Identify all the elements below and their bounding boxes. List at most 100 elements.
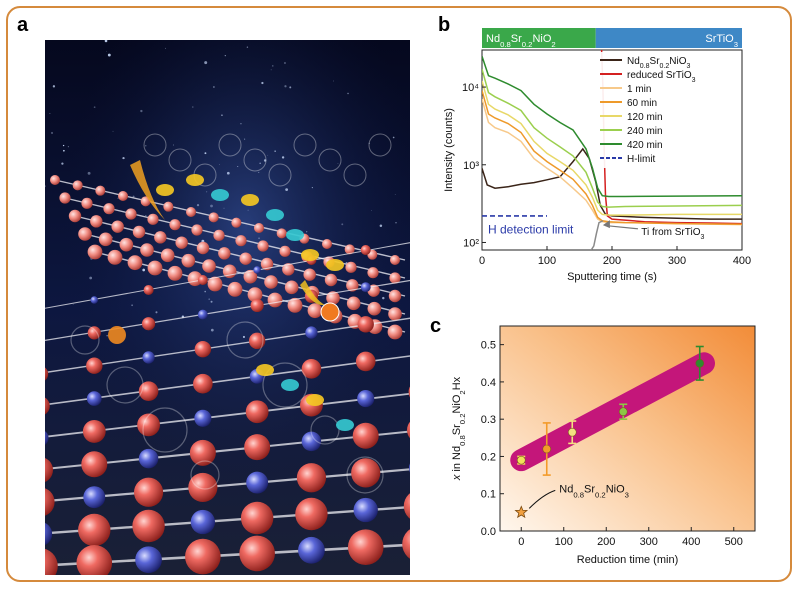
- legend-label-b: 120 min: [627, 112, 663, 123]
- star: [368, 142, 370, 144]
- atom-oxygen: [90, 215, 103, 228]
- atom-nickel: [45, 522, 53, 546]
- hydrogen-ring: [70, 325, 100, 355]
- y-tick-label-b: 10⁴: [462, 82, 479, 94]
- star: [52, 85, 56, 88]
- star: [140, 109, 143, 113]
- y-axis-label-b: Intensity (counts): [443, 108, 455, 192]
- atom-oxygen: [282, 263, 295, 276]
- atom-oxygen: [86, 357, 103, 374]
- atom-oxygen: [352, 422, 379, 449]
- star: [270, 69, 272, 71]
- series-line-8: [590, 220, 604, 250]
- hydrogen-ring: [343, 163, 367, 187]
- star: [61, 162, 64, 165]
- x-tick-label-c: 100: [555, 536, 573, 548]
- orbital-lobe: [281, 379, 299, 391]
- atom-oxygen: [45, 367, 49, 381]
- h-detection-limit-label: H detection limit: [488, 223, 574, 237]
- legend-label-b: 240 min: [627, 126, 663, 137]
- atom-oxygen: [45, 397, 50, 415]
- atom-oxygen: [403, 493, 410, 519]
- atom-oxygen: [264, 275, 278, 289]
- atom-oxygen: [103, 203, 115, 215]
- star: [155, 311, 158, 314]
- atom-oxygen: [197, 275, 208, 285]
- y-tick-label-c: 0.5: [481, 340, 496, 352]
- atom-oxygen: [118, 191, 128, 201]
- atom-oxygen: [284, 280, 299, 295]
- hydrogen-atom: [320, 302, 340, 322]
- star: [210, 204, 213, 208]
- orbital-lobe: [256, 364, 274, 376]
- legend-label-b: H-limit: [627, 154, 656, 165]
- y-tick-label-c: 0.4: [481, 377, 496, 389]
- atom-oxygen: [388, 307, 402, 321]
- atom-nickel: [194, 409, 212, 427]
- atom-oxygen: [143, 285, 154, 295]
- star: [223, 207, 225, 209]
- orbital-lobe: [301, 249, 319, 261]
- star: [210, 328, 214, 332]
- star: [93, 106, 96, 109]
- atom-oxygen: [231, 217, 242, 228]
- atom-oxygen: [276, 228, 287, 239]
- layer-bar-nickelate: [482, 28, 596, 48]
- star: [333, 80, 335, 82]
- legend-label-b: 60 min: [627, 98, 657, 109]
- trend-band-stroke: [510, 352, 715, 472]
- atom-nickel: [353, 497, 378, 523]
- star: [104, 40, 108, 43]
- atom-oxygen: [345, 261, 357, 273]
- atom-oxygen: [287, 297, 303, 313]
- atom-oxygen: [133, 477, 164, 507]
- atom-oxygen: [279, 245, 291, 257]
- atom-oxygen: [322, 239, 332, 249]
- star: [204, 152, 207, 155]
- atom-oxygen: [132, 509, 165, 543]
- atom-nickel: [305, 326, 318, 339]
- atom-oxygen: [360, 245, 371, 255]
- atom-oxygen: [45, 488, 55, 516]
- hydrogen-ring: [106, 366, 144, 404]
- x-axis-label-c: Reduction time (min): [577, 554, 678, 566]
- atom-oxygen: [188, 472, 218, 503]
- atom-oxygen: [227, 281, 243, 297]
- atom-oxygen: [218, 247, 231, 260]
- x-tick-label-c: 200: [597, 536, 615, 548]
- star: [281, 156, 285, 159]
- atom-oxygen: [389, 272, 401, 284]
- atom-oxygen: [388, 289, 402, 303]
- atom-oxygen: [202, 259, 216, 273]
- atom-oxygen: [346, 279, 359, 292]
- layer-bar: Nd0.8Sr0.2NiO2 SrTiO3: [482, 28, 742, 49]
- atom-oxygen: [111, 220, 124, 233]
- atom-nickel: [357, 390, 375, 408]
- atom-nickel: [86, 391, 102, 406]
- lattice-illustration: [45, 40, 410, 575]
- orbital-lobe: [186, 174, 204, 186]
- star: [63, 149, 65, 152]
- atom-oxygen: [147, 213, 159, 225]
- star: [395, 222, 397, 224]
- atom-oxygen: [243, 269, 258, 284]
- atom-oxygen: [247, 287, 263, 303]
- star: [106, 334, 109, 337]
- atom-oxygen: [244, 434, 271, 461]
- atom-oxygen: [260, 257, 274, 271]
- orbital-lobe: [211, 189, 229, 201]
- y-tick-label-c: 0.0: [481, 526, 496, 538]
- atom-oxygen: [175, 236, 188, 249]
- atom-oxygen: [167, 265, 183, 281]
- hydrogen-ring: [310, 415, 340, 445]
- star: [206, 191, 208, 193]
- star: [145, 215, 147, 217]
- x-tick-label-b: 300: [668, 255, 686, 267]
- lattice-bond: [45, 242, 410, 309]
- star: [271, 65, 274, 67]
- hydrogen-ring: [262, 362, 308, 408]
- atom-nickel: [138, 448, 159, 469]
- orbital-lobe: [266, 209, 284, 221]
- atom-oxygen: [68, 209, 82, 223]
